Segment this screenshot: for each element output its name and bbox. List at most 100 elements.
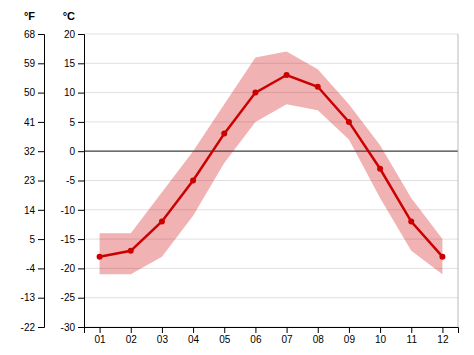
y-tick-label: 10 — [64, 87, 76, 98]
y-tick-mark — [78, 122, 84, 123]
y2-tick-mark — [38, 239, 44, 240]
y-axis-title: °C — [63, 10, 75, 22]
zero-line — [84, 151, 458, 152]
y-tick-label: -30 — [61, 322, 76, 333]
point — [159, 219, 165, 225]
y-tick: 5 — [69, 117, 84, 128]
y-tick-label: 15 — [64, 58, 76, 69]
x-tick-mark — [131, 327, 132, 333]
y-tick: -5 — [66, 175, 84, 186]
x-tick: 10 — [375, 327, 387, 345]
y-tick-mark — [78, 268, 84, 269]
y-axis-line — [78, 35, 85, 328]
y-axis: -30-25-20-15-10-505101520 — [61, 29, 85, 333]
point — [190, 178, 196, 184]
range-band — [100, 52, 443, 275]
y-tick-label: -5 — [66, 175, 75, 186]
y2-tick-label: 14 — [24, 205, 36, 216]
x-tick: 11 — [407, 327, 418, 345]
point — [97, 254, 103, 260]
mean-line — [100, 75, 443, 257]
y2-tick-mark — [38, 122, 44, 123]
x-tick-mark — [224, 327, 225, 333]
y2-tick-label: 23 — [24, 175, 36, 186]
x-tick-mark — [162, 327, 163, 333]
y-tick-mark — [78, 63, 84, 64]
y-tick-mark — [78, 151, 84, 152]
y2-tick: -4 — [26, 263, 44, 274]
y2-tick: 59 — [24, 58, 44, 69]
x-tick-mark — [100, 327, 101, 333]
y-tick-mark — [78, 34, 84, 35]
x-tick-mark — [287, 327, 288, 333]
point — [346, 119, 352, 125]
plot: 010203040506070809101112-30-25-20-15-10-… — [21, 10, 459, 345]
grid-line — [84, 151, 458, 152]
y2-tick-label: 50 — [24, 87, 36, 98]
y2-tick-mark — [38, 151, 44, 152]
y-tick: -10 — [61, 205, 84, 216]
y2-tick-label: 59 — [24, 58, 36, 69]
y2-tick-mark — [38, 63, 44, 64]
x-tick: 07 — [282, 327, 294, 345]
x-tick-mark — [255, 327, 256, 333]
y2-tick-label: 68 — [24, 29, 36, 40]
x-tick-mark — [380, 327, 381, 333]
y2-tick: 50 — [24, 87, 44, 98]
x-tick: 06 — [250, 327, 262, 345]
x-tick-label: 06 — [250, 334, 262, 345]
x-tick-label: 04 — [188, 334, 200, 345]
y-tick: -15 — [61, 234, 84, 245]
x-tick: 09 — [344, 327, 356, 345]
y-tick-mark — [78, 298, 84, 299]
y-tick-label: -25 — [61, 292, 76, 303]
x-tick: 03 — [157, 327, 169, 345]
y-tick-mark — [78, 327, 84, 328]
y2-tick: 14 — [24, 205, 44, 216]
grid — [84, 34, 458, 327]
x-tick: 02 — [126, 327, 138, 345]
y-tick-label: 5 — [69, 117, 75, 128]
point — [408, 219, 414, 225]
y2-tick-label: -13 — [21, 292, 36, 303]
y-tick-mark — [78, 239, 84, 240]
y2-tick-mark — [38, 210, 44, 211]
x-axis-line — [85, 328, 459, 334]
y-tick: 10 — [64, 87, 84, 98]
chart: 010203040506070809101112-30-25-20-15-10-… — [0, 0, 474, 355]
y-tick-label: -15 — [61, 234, 76, 245]
y2-tick-mark — [38, 327, 44, 328]
y-tick: 0 — [69, 146, 84, 157]
y-tick-mark — [78, 93, 84, 94]
y2-tick: 41 — [24, 117, 44, 128]
y2-tick-label: -4 — [26, 263, 35, 274]
x-tick-label: 05 — [219, 334, 231, 345]
point — [221, 131, 227, 137]
y2-tick: 23 — [24, 175, 44, 186]
x-tick-label: 12 — [437, 334, 449, 345]
x-tick-label: 09 — [344, 334, 356, 345]
y-tick-label: -10 — [61, 205, 76, 216]
point — [252, 90, 258, 96]
y2-tick: 68 — [24, 29, 44, 40]
x-tick: 08 — [313, 327, 325, 345]
marks — [84, 52, 458, 275]
point — [284, 72, 290, 78]
y-tick-label: -20 — [61, 263, 76, 274]
y2-tick-label: 32 — [24, 146, 36, 157]
point — [128, 248, 134, 254]
x-tick-label: 03 — [157, 334, 169, 345]
y2-tick: 32 — [24, 146, 44, 157]
y2-tick-mark — [38, 181, 44, 182]
right-edge — [458, 34, 459, 327]
x-tick-mark — [411, 327, 412, 333]
x-tick: 12 — [437, 327, 449, 345]
y-tick-mark — [78, 210, 84, 211]
y-tick-mark — [78, 181, 84, 182]
x-axis: 01 02 03 04 05 06 07 08 09 10 11 12 — [85, 327, 459, 345]
y-tick: -30 — [61, 322, 84, 333]
x-tick-label: 02 — [126, 334, 138, 345]
x-tick-label: 01 — [95, 334, 107, 345]
x-tick-mark — [349, 327, 350, 333]
y2-tick: -13 — [21, 292, 44, 303]
